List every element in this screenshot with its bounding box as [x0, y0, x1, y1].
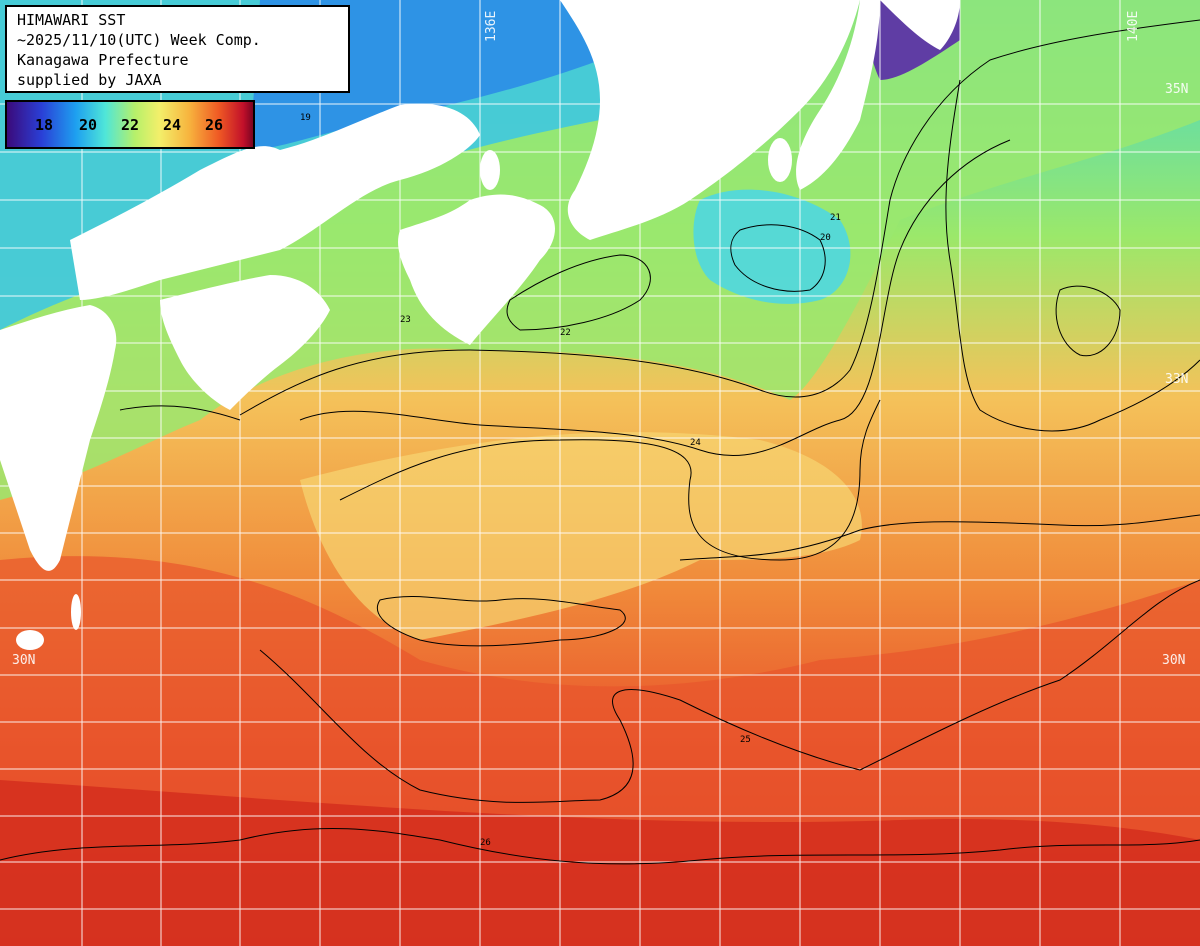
- land-izu-islands: [16, 138, 792, 650]
- contour-label: 23: [400, 315, 411, 325]
- hot-band-south: [0, 780, 1200, 946]
- legend-tick-22: 22: [121, 116, 140, 134]
- contour-label: 25: [740, 735, 751, 745]
- title-box: HIMAWARI SST ~2025/11/10(UTC) Week Comp.…: [5, 5, 350, 93]
- contour-labels: 19 20 21 22 23 24 25 26: [300, 113, 841, 848]
- title-line-1: HIMAWARI SST: [17, 11, 126, 29]
- contour-label: 19: [300, 113, 311, 123]
- warm-tongue: [300, 432, 862, 640]
- title-line-2: ~2025/11/10(UTC) Week Comp.: [17, 31, 261, 49]
- lat-label-33n: 33N: [1165, 372, 1189, 387]
- title-line-3: Kanagawa Prefecture: [17, 51, 189, 69]
- lon-label-140e: 140E: [1126, 10, 1141, 42]
- title-line-4: supplied by JAXA: [17, 71, 162, 89]
- legend-tick-26: 26: [205, 116, 224, 134]
- land-honshu: [70, 0, 960, 345]
- legend-tick-20: 20: [79, 116, 98, 134]
- lat-label-30n-left: 30N: [12, 653, 36, 668]
- contour-label: 26: [480, 838, 491, 848]
- isotherm-contours: [0, 19, 1200, 865]
- lon-label-136e: 136E: [484, 10, 499, 42]
- contour-label: 24: [690, 438, 701, 448]
- sagami-cold-patch: [693, 189, 851, 304]
- lat-label-30n-right: 30N: [1162, 653, 1186, 668]
- contour-label: 20: [820, 233, 831, 243]
- legend-tick-18: 18: [35, 116, 54, 134]
- contour-label: 22: [560, 328, 571, 338]
- contour-label: 21: [830, 213, 841, 223]
- lat-label-35n: 35N: [1165, 82, 1189, 97]
- legend-tick-24: 24: [163, 116, 182, 134]
- color-scale-legend: 18 20 22 24 26: [5, 100, 255, 149]
